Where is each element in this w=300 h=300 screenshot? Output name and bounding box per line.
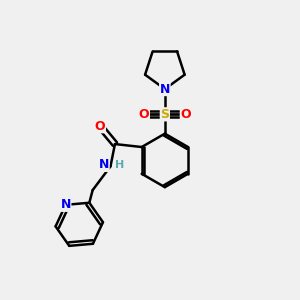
Text: S: S <box>160 108 169 121</box>
Text: N: N <box>99 158 109 171</box>
Text: O: O <box>139 108 149 121</box>
Text: N: N <box>160 82 170 96</box>
Text: H: H <box>115 160 124 170</box>
Text: O: O <box>180 108 191 121</box>
Text: O: O <box>95 120 105 133</box>
Text: N: N <box>61 198 71 211</box>
